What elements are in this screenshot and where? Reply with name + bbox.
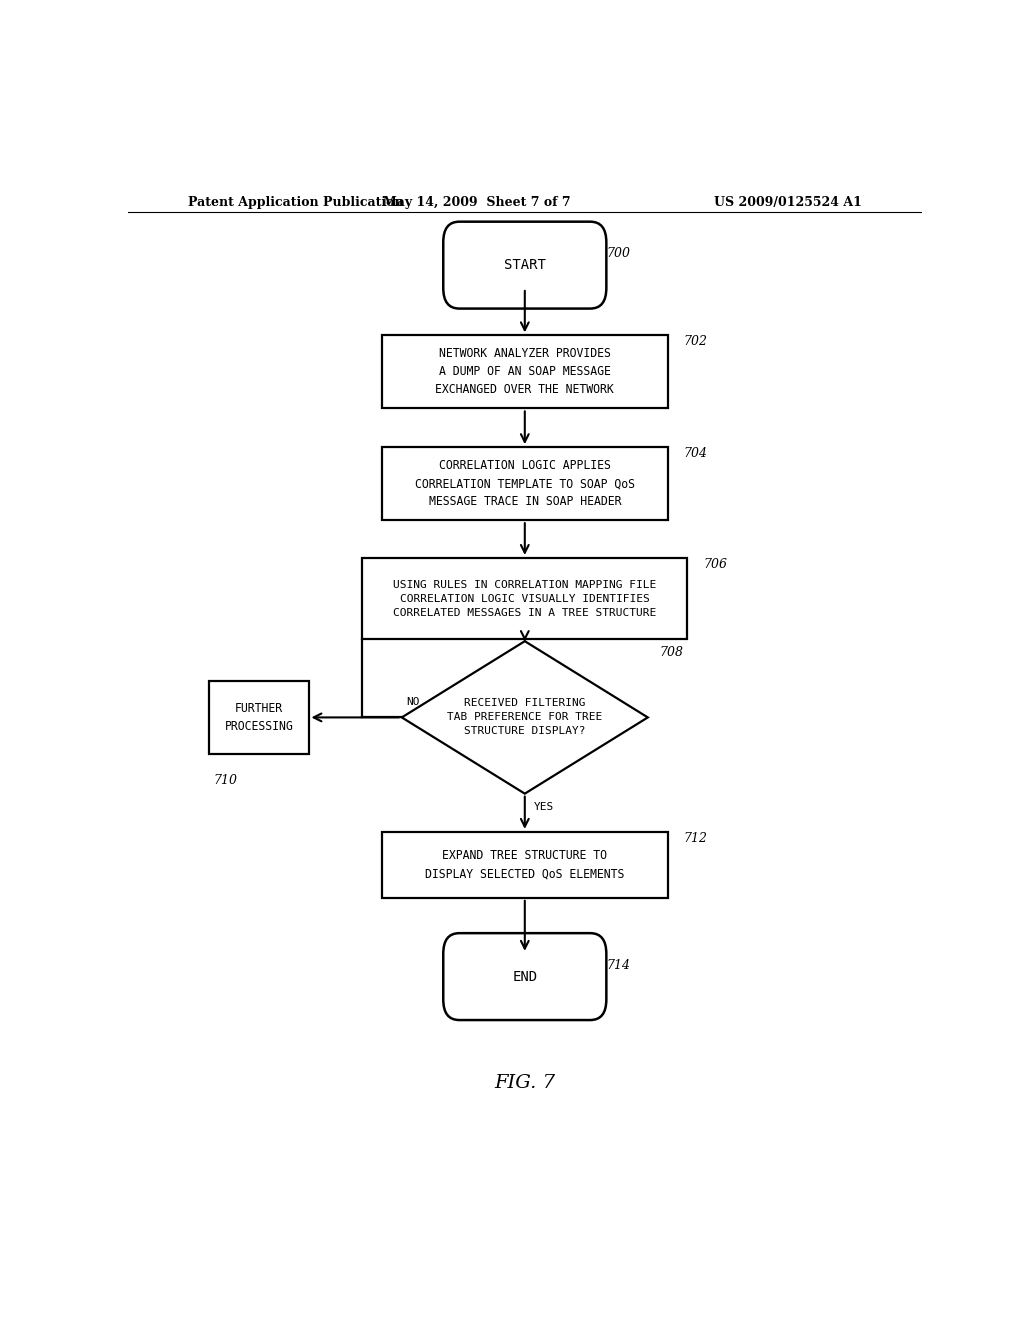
FancyBboxPatch shape (443, 222, 606, 309)
Text: EXPAND TREE STRUCTURE TO
DISPLAY SELECTED QoS ELEMENTS: EXPAND TREE STRUCTURE TO DISPLAY SELECTE… (425, 849, 625, 880)
Text: FURTHER
PROCESSING: FURTHER PROCESSING (224, 702, 293, 733)
Text: 702: 702 (684, 335, 708, 348)
Bar (362, 558, 687, 639)
Text: 704: 704 (684, 447, 708, 461)
Text: FIG. 7: FIG. 7 (495, 1074, 555, 1093)
Text: 700: 700 (606, 247, 630, 260)
Text: RECEIVED FILTERING
TAB PREFERENCE FOR TREE
STRUCTURE DISPLAY?: RECEIVED FILTERING TAB PREFERENCE FOR TR… (447, 698, 602, 737)
Text: 710: 710 (213, 775, 238, 787)
Text: US 2009/0125524 A1: US 2009/0125524 A1 (714, 195, 862, 209)
Text: 712: 712 (684, 832, 708, 845)
Text: 714: 714 (606, 958, 630, 972)
Bar (382, 447, 668, 520)
Text: START: START (504, 259, 546, 272)
Text: 706: 706 (703, 558, 727, 570)
Text: NO: NO (406, 697, 419, 708)
Bar (209, 681, 308, 754)
Text: END: END (512, 970, 538, 983)
Text: CORRELATION LOGIC APPLIES
CORRELATION TEMPLATE TO SOAP QoS
MESSAGE TRACE IN SOAP: CORRELATION LOGIC APPLIES CORRELATION TE… (415, 459, 635, 508)
Text: 708: 708 (659, 647, 684, 659)
FancyBboxPatch shape (443, 933, 606, 1020)
Bar (382, 832, 668, 898)
Text: YES: YES (535, 801, 555, 812)
Text: USING RULES IN CORRELATION MAPPING FILE
CORRELATION LOGIC VISUALLY IDENTIFIES
CO: USING RULES IN CORRELATION MAPPING FILE … (393, 579, 656, 618)
Bar (382, 335, 668, 408)
Text: Patent Application Publication: Patent Application Publication (187, 195, 403, 209)
Text: May 14, 2009  Sheet 7 of 7: May 14, 2009 Sheet 7 of 7 (383, 195, 571, 209)
Text: NETWORK ANALYZER PROVIDES
A DUMP OF AN SOAP MESSAGE
EXCHANGED OVER THE NETWORK: NETWORK ANALYZER PROVIDES A DUMP OF AN S… (435, 347, 614, 396)
Polygon shape (401, 642, 648, 793)
